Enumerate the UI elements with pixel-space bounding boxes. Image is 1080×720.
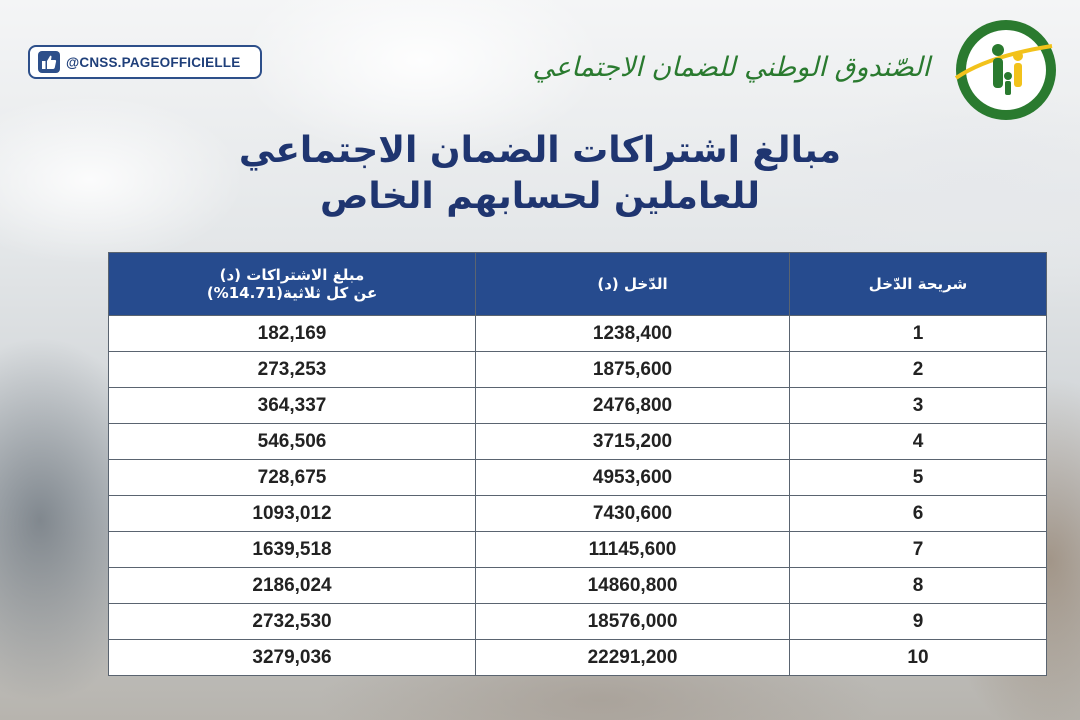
cell-income: 1238,400 [475, 315, 790, 352]
contributions-table: مبلغ الاشتراكات (د) عن كل ثلاثية(14.71%)… [108, 252, 1047, 676]
cell-contribution: 3279,036 [108, 639, 476, 676]
cell-income-band: 7 [789, 531, 1047, 568]
table-header-row: مبلغ الاشتراكات (د) عن كل ثلاثية(14.71%)… [108, 252, 1047, 316]
table-row: 3279,036 22291,200 10 [108, 639, 1047, 676]
table-row: 273,253 1875,600 2 [108, 351, 1047, 388]
cell-income-band: 2 [789, 351, 1047, 388]
cell-income-band: 10 [789, 639, 1047, 676]
cell-income: 2476,800 [475, 387, 790, 424]
table-row: 2186,024 14860,800 8 [108, 567, 1047, 604]
cell-contribution: 2732,530 [108, 603, 476, 640]
cell-income: 1875,600 [475, 351, 790, 388]
cell-contribution: 728,675 [108, 459, 476, 496]
table-row: 2732,530 18576,000 9 [108, 603, 1047, 640]
title-line-2: للعاملين لحسابهم الخاص [319, 176, 761, 217]
cell-contribution: 182,169 [108, 315, 476, 352]
cell-income-band: 9 [789, 603, 1047, 640]
header-income: الدّخل (د) [475, 252, 790, 316]
cell-contribution: 1093,012 [108, 495, 476, 532]
cnss-family-emblem-icon [954, 20, 1056, 120]
cell-income: 7430,600 [475, 495, 790, 532]
header-contribution: مبلغ الاشتراكات (د) عن كل ثلاثية(14.71%) [108, 252, 476, 316]
cell-contribution: 364,337 [108, 387, 476, 424]
cell-income-band: 1 [789, 315, 1047, 352]
header-contribution-line-1: مبلغ الاشتراكات (د) [219, 266, 365, 284]
cell-income-band: 5 [789, 459, 1047, 496]
table-row: 182,169 1238,400 1 [108, 315, 1047, 352]
organization-logo: الصّندوق الوطني للضمان الاجتماعي [533, 16, 1060, 124]
cell-income: 4953,600 [475, 459, 790, 496]
table-row: 1093,012 7430,600 6 [108, 495, 1047, 532]
organization-name: الصّندوق الوطني للضمان الاجتماعي [532, 52, 930, 83]
cell-income: 14860,800 [475, 567, 790, 604]
table-row: 728,675 4953,600 5 [108, 459, 1047, 496]
cell-contribution: 2186,024 [108, 567, 476, 604]
facebook-like-icon [38, 51, 60, 73]
page-title: مبالغ اشتراكات الضمان الاجتماعي للعاملين… [140, 128, 940, 220]
table-row: 1639,518 11145,600 7 [108, 531, 1047, 568]
cell-contribution: 1639,518 [108, 531, 476, 568]
cell-income-band: 4 [789, 423, 1047, 460]
table-row: 364,337 2476,800 3 [108, 387, 1047, 424]
title-line-1: مبالغ اشتراكات الضمان الاجتماعي [238, 130, 842, 171]
table-row: 546,506 3715,200 4 [108, 423, 1047, 460]
social-handle-text: @CNSS.PAGEOFFICIELLE [66, 54, 241, 70]
cell-income-band: 6 [789, 495, 1047, 532]
cell-contribution: 546,506 [108, 423, 476, 460]
social-handle-badge[interactable]: @CNSS.PAGEOFFICIELLE [28, 45, 262, 79]
header-income-band: شريحة الدّخل [789, 252, 1047, 316]
cell-income: 3715,200 [475, 423, 790, 460]
header-contribution-line-2: عن كل ثلاثية(14.71%) [206, 284, 378, 302]
cell-income: 22291,200 [475, 639, 790, 676]
cell-income-band: 3 [789, 387, 1047, 424]
cell-income: 18576,000 [475, 603, 790, 640]
cell-income-band: 8 [789, 567, 1047, 604]
cell-contribution: 273,253 [108, 351, 476, 388]
cell-income: 11145,600 [475, 531, 790, 568]
